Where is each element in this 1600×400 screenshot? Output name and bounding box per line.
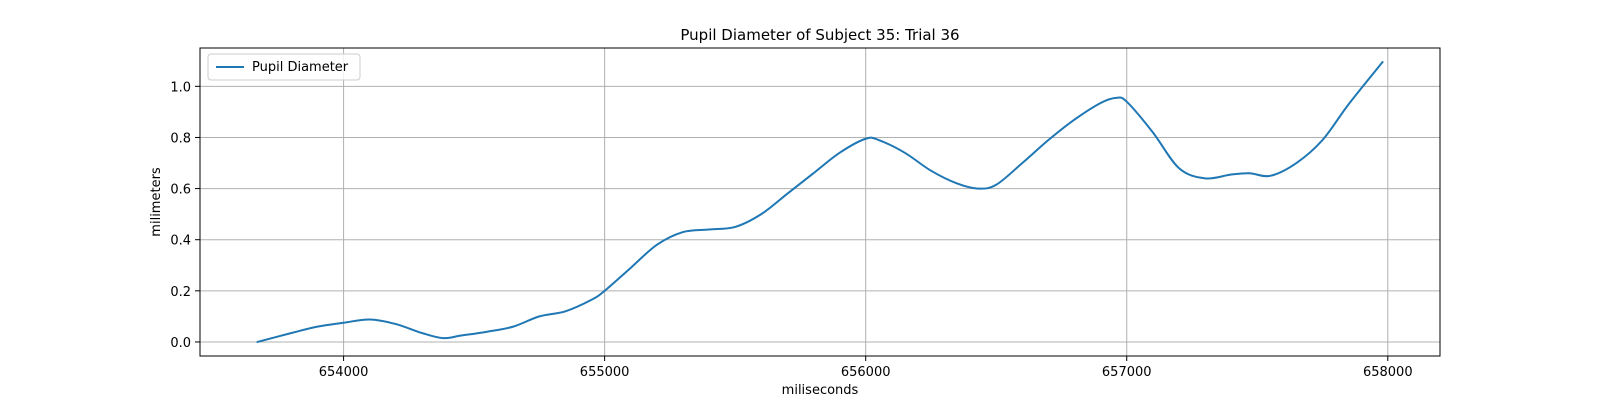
axis-ticks: 654000 655000 656000 657000 658000 0.0 0.2 0.4 0… — [170, 80, 1412, 380]
x-axis-label: miliseconds — [782, 383, 859, 398]
y-tick-label: 1.0 — [170, 80, 191, 95]
x-tick-label: 658000 — [1363, 365, 1413, 380]
y-axis-label: milimeters — [149, 167, 164, 237]
x-tick-label: 657000 — [1102, 365, 1152, 380]
series-line-pupil-diameter — [256, 61, 1384, 343]
grid — [200, 48, 1440, 356]
y-tick-label: 0.0 — [170, 336, 191, 351]
chart-title: Pupil Diameter of Subject 35: Trial 36 — [680, 26, 959, 44]
x-tick-label: 656000 — [841, 365, 891, 380]
legend-entry-pupil-diameter: Pupil Diameter — [252, 60, 349, 75]
y-tick-label: 0.6 — [170, 183, 191, 198]
y-tick-label: 0.2 — [170, 285, 191, 300]
plot-area-frame — [199, 47, 1441, 357]
x-tick-label: 655000 — [580, 365, 630, 380]
y-tick-label: 0.4 — [170, 234, 191, 249]
y-tick-label: 0.8 — [170, 131, 191, 146]
legend-box — [207, 53, 361, 81]
legend: Pupil Diameter — [207, 53, 361, 81]
x-tick-label: 654000 — [319, 365, 369, 380]
